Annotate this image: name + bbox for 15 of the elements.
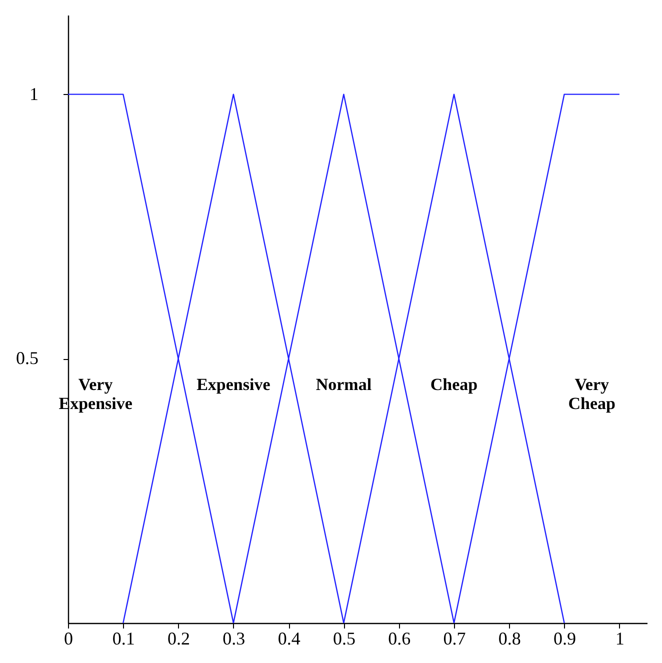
x-tick-label: 0.2	[168, 628, 190, 648]
x-tick-label: 0.6	[388, 628, 411, 648]
x-tick-label: 0.3	[222, 628, 246, 648]
annotation: Cheap	[430, 375, 478, 394]
x-tick-label: 1	[615, 628, 624, 648]
x-tick-label: 0	[64, 628, 73, 648]
x-tick-label: 0.7	[443, 628, 466, 648]
annotation: Normal	[316, 375, 372, 394]
x-tick-label: 0.9	[554, 628, 576, 648]
x-tick-label: 0.1	[112, 628, 135, 648]
x-tick-label: 0.4	[278, 628, 300, 648]
annotation: Very Cheap	[568, 375, 616, 414]
x-tick-label: 0.5	[332, 628, 356, 648]
x-tick-label: 0.8	[498, 628, 521, 648]
annotation: Expensive	[196, 375, 271, 394]
